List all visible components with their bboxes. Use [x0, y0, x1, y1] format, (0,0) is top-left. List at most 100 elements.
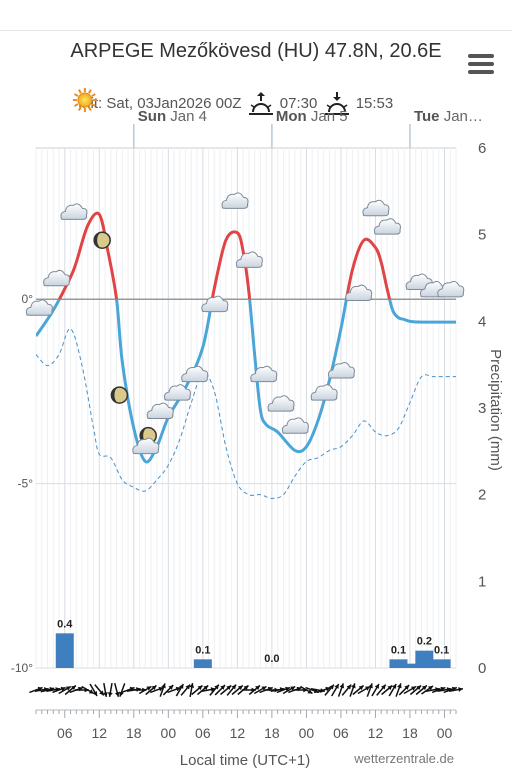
wind-arrow	[331, 683, 340, 697]
x-tick-label: 12	[368, 725, 384, 741]
x-tick-label: 12	[230, 725, 246, 741]
wind-arrow	[337, 683, 345, 697]
weather-icons	[25, 88, 465, 455]
moon-icon	[110, 386, 129, 404]
wind-arrow	[276, 686, 291, 694]
wind-arrow	[415, 684, 428, 696]
wind-arrow	[145, 684, 157, 696]
wind-arrow	[201, 687, 216, 692]
y-left-tick-label: -5°	[18, 477, 34, 491]
wind-arrow	[180, 684, 191, 696]
wind-arrow	[395, 683, 402, 697]
sunrise-time: 07:30	[279, 94, 318, 112]
x-tick-label: 00	[161, 725, 177, 741]
wind-arrow	[149, 686, 164, 694]
precip-bar	[193, 659, 212, 668]
precip-bar	[432, 659, 451, 668]
x-tick-label: 06	[333, 725, 349, 741]
wind-arrow	[159, 683, 166, 697]
precipitation-bars: 0.40.10.00.10.20.1	[55, 618, 451, 668]
hamburger-menu-icon[interactable]	[468, 54, 494, 74]
dewpoint-line	[36, 328, 456, 499]
sunset-time: 15:53	[355, 94, 394, 112]
wind-arrow	[371, 683, 380, 697]
day-label: Tue Jan…	[414, 108, 483, 125]
wind-arrow	[341, 684, 352, 696]
wind-arrow	[248, 684, 261, 696]
y-left-tick-label: -10°	[11, 661, 33, 675]
wind-arrow	[89, 683, 98, 697]
x-tick-label: 06	[195, 725, 211, 741]
wind-arrow	[220, 684, 232, 696]
wind-arrow	[388, 683, 397, 697]
x-tick-label: 18	[126, 725, 142, 741]
wind-arrow	[114, 683, 120, 697]
top-divider	[0, 30, 512, 31]
x-tick-label: 18	[264, 725, 280, 741]
wind-arrow	[366, 683, 373, 697]
wind-arrow	[231, 684, 244, 696]
wind-arrow	[107, 682, 113, 698]
y-right-tick-label: 2	[478, 487, 486, 504]
x-tick-label: 00	[437, 725, 453, 741]
wind-arrow	[253, 685, 267, 695]
wind-arrow	[119, 683, 126, 697]
credit-text[interactable]: wetterzentrale.de	[353, 751, 454, 766]
init-text: Init: Sat, 03Jan2026 00Z	[78, 94, 242, 112]
wind-arrow	[398, 684, 410, 696]
y-left-tick-label: 0°	[22, 292, 34, 306]
precip-label: 0.1	[391, 644, 406, 656]
wind-arrow	[197, 684, 209, 696]
wind-arrow	[138, 685, 152, 695]
y-right-tick-label: 6	[478, 140, 486, 157]
wind-arrow	[352, 684, 365, 696]
wind-arrow	[191, 684, 203, 696]
wind-arrow	[64, 684, 77, 696]
chart-title: ARPEGE Mezőkövesd (HU) 47.8N, 20.6E	[70, 40, 442, 62]
moon-icon	[93, 231, 111, 249]
wind-arrow	[189, 682, 195, 698]
init-line: Init: Sat, 03Jan2026 00Z 07:30 15:53	[78, 91, 393, 117]
x-axis-title: Local time (UTC+1)	[180, 752, 310, 768]
precip-label: 0.1	[434, 644, 449, 656]
precip-bar	[400, 663, 419, 668]
wind-arrow	[376, 684, 387, 696]
wind-arrow	[282, 685, 296, 695]
wind-arrow	[448, 687, 464, 692]
precip-bar	[55, 633, 74, 668]
day-label: Sun Jan 4	[138, 108, 207, 125]
temperature-line-cold	[36, 299, 456, 464]
x-tick-label: 18	[402, 725, 418, 741]
wind-arrow	[357, 685, 371, 695]
y-axis-right-title: Precipitation (mm)	[487, 349, 504, 471]
wind-arrows	[29, 682, 464, 698]
wind-arrow	[324, 684, 335, 696]
wind-arrow	[403, 685, 417, 695]
wind-arrow	[162, 684, 174, 696]
sun-icon	[72, 88, 97, 113]
wind-arrow	[299, 685, 313, 695]
precip-bar	[389, 659, 408, 668]
wind-arrow	[421, 685, 434, 695]
wind-arrow	[226, 684, 237, 696]
day-label: Mon Jan 5	[276, 108, 348, 125]
y-right-tick-label: 0	[478, 660, 486, 677]
precip-label: 0.0	[264, 653, 279, 665]
wind-arrow	[167, 686, 181, 694]
sunset-icon	[324, 92, 349, 115]
wind-arrow	[103, 682, 108, 698]
precip-bar	[415, 650, 434, 668]
y-axes: 0° -5° -10° 6 5 4 3 2 1 0	[11, 140, 487, 677]
wind-arrow	[175, 683, 184, 697]
wind-arrow	[316, 686, 331, 694]
wind-arrow	[58, 685, 72, 695]
wind-arrow	[94, 684, 105, 696]
y-right-tick-label: 4	[478, 313, 486, 330]
wind-arrow	[81, 685, 95, 695]
wind-arrow	[214, 684, 226, 696]
y-right-tick-label: 3	[478, 400, 486, 417]
precip-label: 0.4	[57, 618, 73, 630]
wind-arrow	[52, 686, 66, 694]
x-tick-label: 12	[91, 725, 107, 741]
